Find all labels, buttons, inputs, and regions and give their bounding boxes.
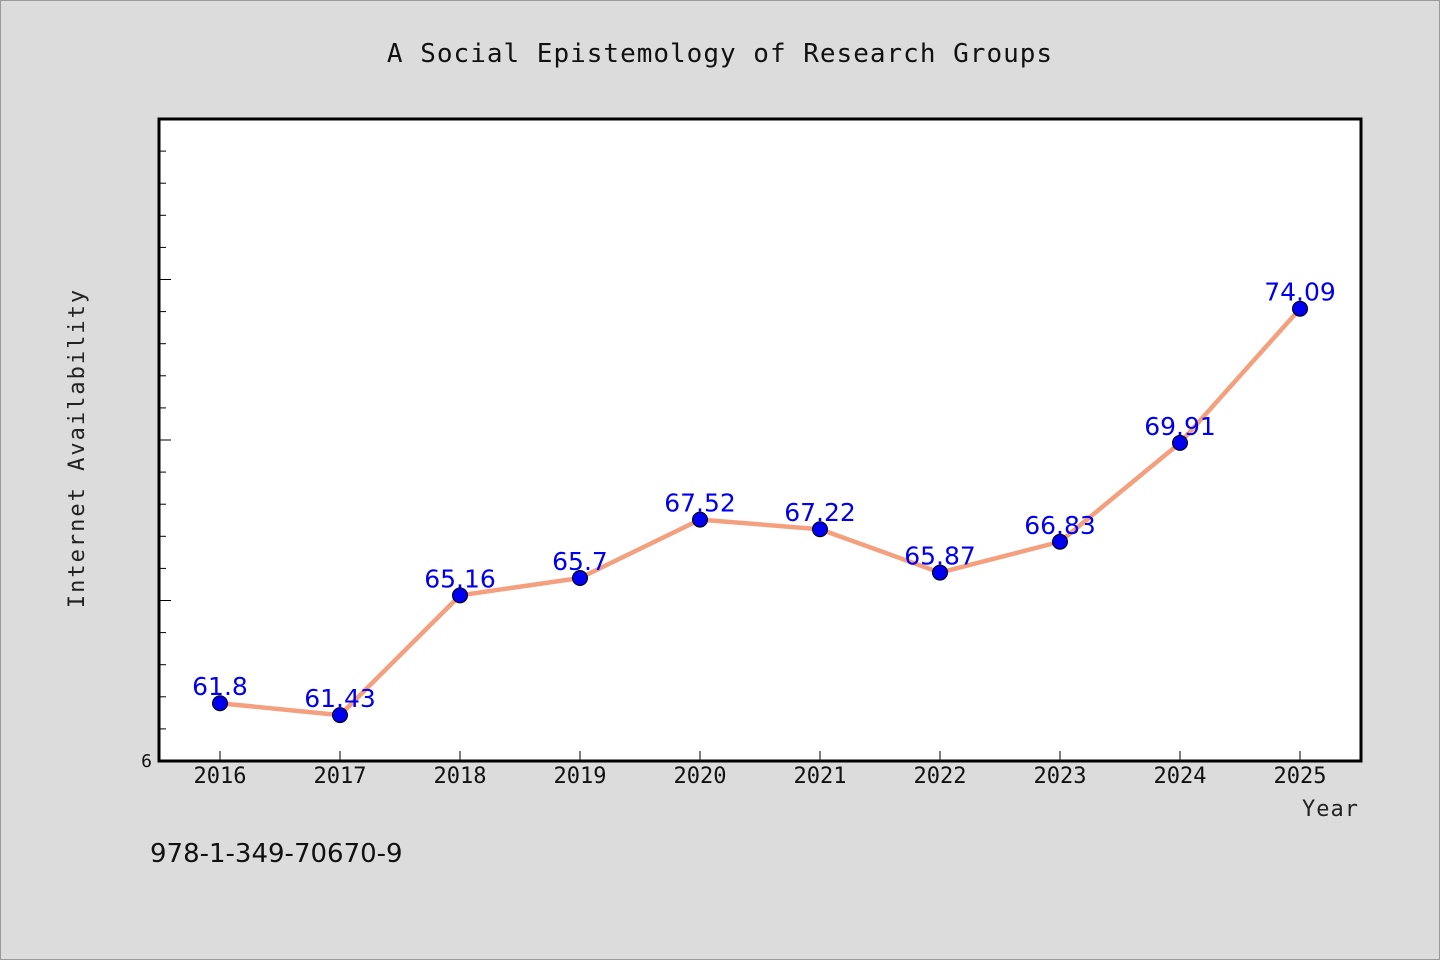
series-internet-availability — [212, 300, 1308, 724]
x-tick-label: 2018 — [434, 764, 487, 789]
data-label: 67.52 — [664, 489, 736, 518]
x-tick-label: 2016 — [194, 764, 247, 789]
chart-title: A Social Epistemology of Research Groups — [387, 39, 1053, 69]
data-label: 65.87 — [904, 542, 976, 571]
data-labels: 61.8 61.43 65.16 65.7 67.52 67.22 65.87 66.83 69… — [192, 278, 1336, 713]
x-tick-label: 2024 — [1154, 764, 1207, 789]
x-tick-label: 2019 — [554, 764, 607, 789]
y-axis-label: Internet Availability — [65, 288, 90, 608]
data-label: 65.16 — [424, 564, 496, 593]
data-label: 67.22 — [784, 498, 856, 527]
data-label: 65.7 — [552, 547, 608, 576]
data-label: 66.83 — [1024, 511, 1096, 540]
data-label: 74.09 — [1264, 278, 1336, 307]
y-tick-label: 6 — [141, 751, 152, 772]
x-axis-ticks — [219, 751, 1301, 761]
data-point — [1172, 434, 1188, 451]
data-point — [1052, 533, 1068, 550]
data-point — [692, 511, 708, 528]
y-axis-ticks — [159, 150, 171, 730]
data-point — [932, 564, 948, 581]
x-tick-label: 2022 — [914, 764, 967, 789]
data-point — [812, 521, 828, 538]
x-axis-label: Year — [1302, 797, 1359, 822]
series-line — [217, 306, 1303, 718]
plot-area — [157, 117, 1363, 763]
x-tick-label: 2023 — [1034, 764, 1087, 789]
data-label: 61.8 — [192, 672, 248, 701]
data-point — [572, 570, 588, 587]
data-label: 61.43 — [304, 684, 376, 713]
data-point — [332, 707, 348, 724]
data-point — [452, 587, 468, 604]
isbn-text: 978-1-349-70670-9 — [150, 839, 403, 869]
x-tick-label: 2025 — [1274, 764, 1327, 789]
x-tick-label: 2020 — [674, 764, 727, 789]
data-point — [212, 695, 228, 712]
x-tick-label: 2021 — [794, 764, 847, 789]
data-point — [1292, 300, 1308, 317]
x-tick-label: 2017 — [314, 764, 367, 789]
x-axis-tick-labels: 2016 2017 2018 2019 2020 2021 2022 2023 2024 2025 — [194, 764, 1327, 789]
data-label: 69.91 — [1144, 412, 1216, 441]
